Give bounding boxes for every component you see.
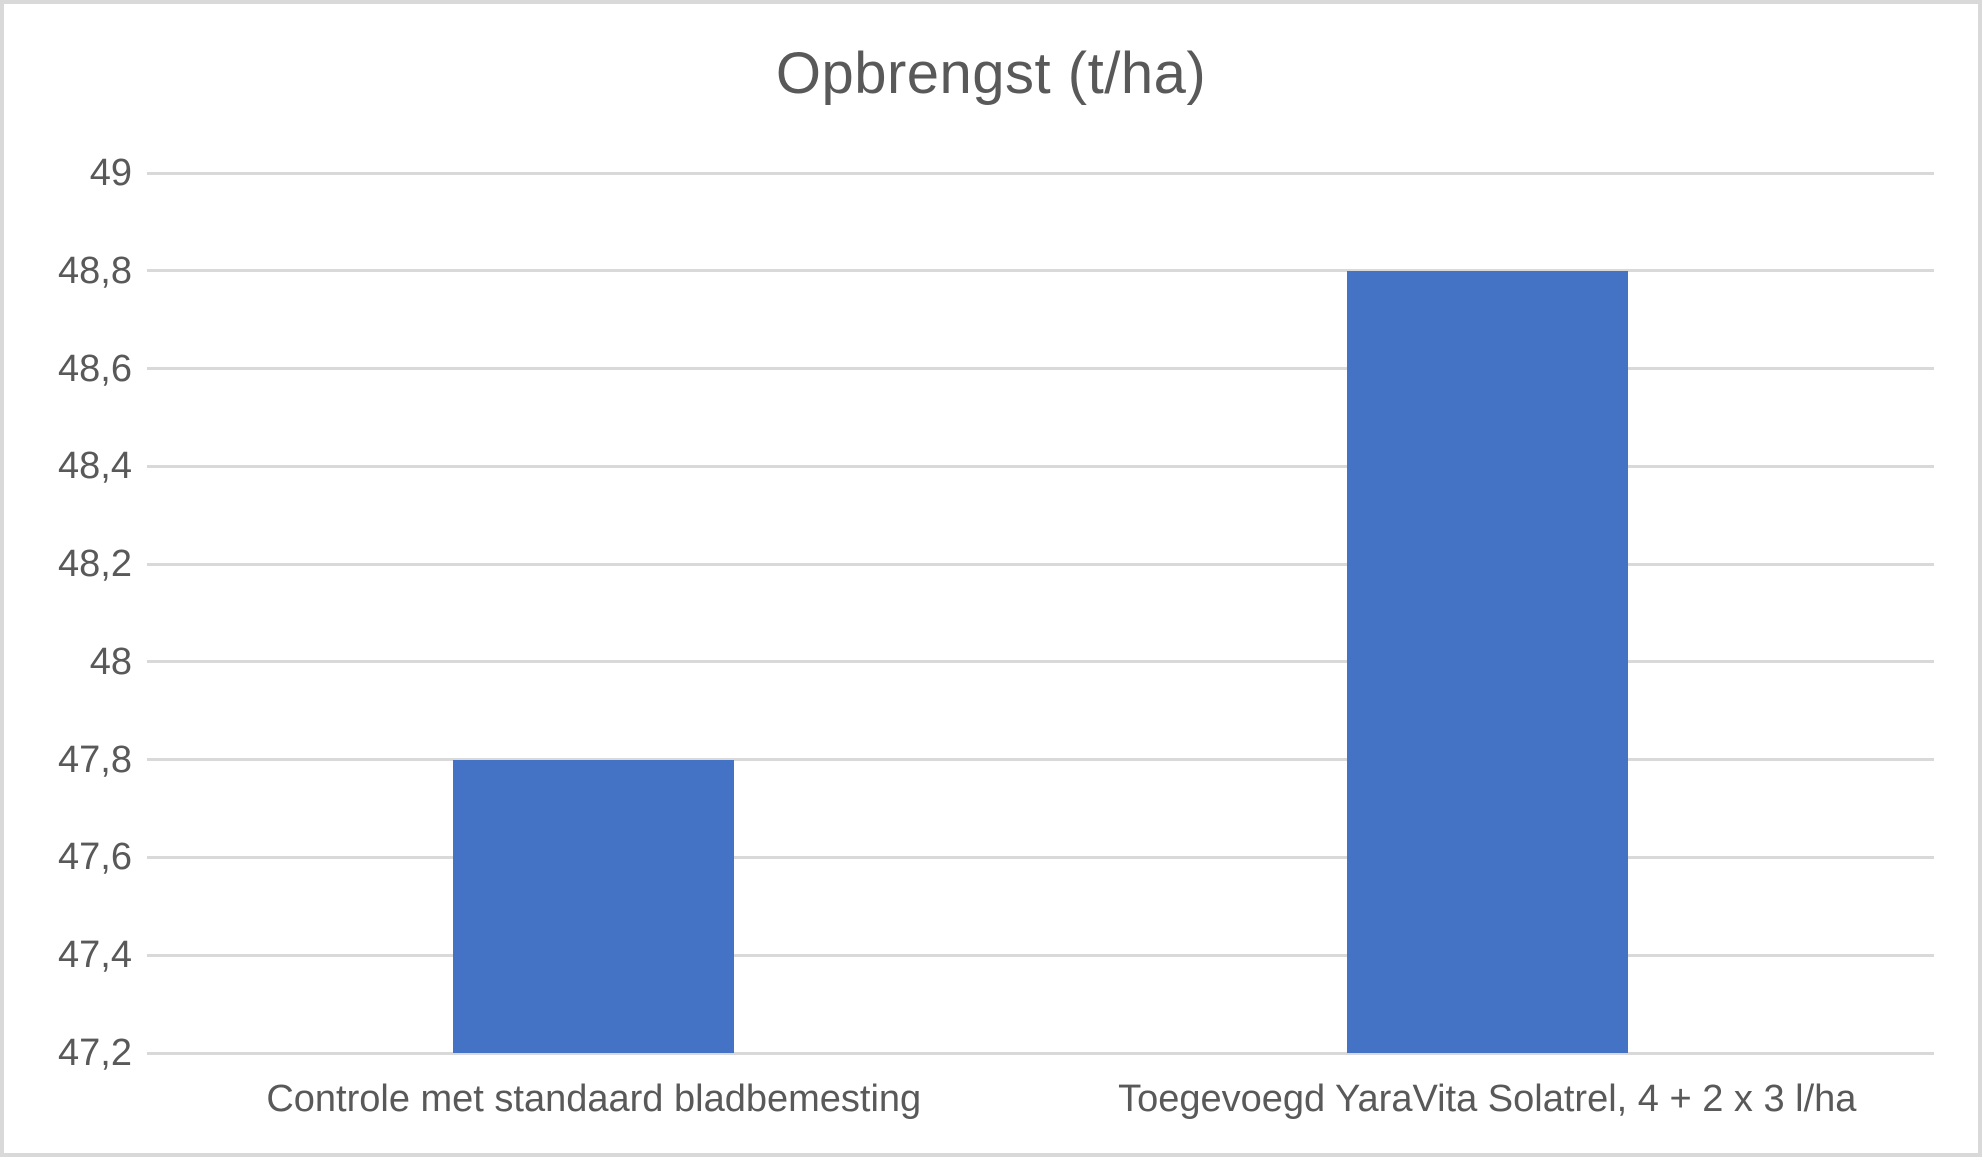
y-tick-label: 47,8 [58,738,132,781]
gridline [147,367,1934,371]
x-category-label: Toegevoegd YaraVita Solatrel, 4 + 2 x 3 … [1118,1078,1857,1120]
gridline [147,171,1934,175]
chart-title: Opbrengst (t/ha) [775,41,1207,106]
gridline [147,953,1934,957]
x-category-label: Controle met standaard bladbemesting [266,1078,922,1120]
x-axis-category-labels: Controle met standaard bladbemesting Toeg… [147,1076,1934,1136]
bar[interactable] [1346,270,1628,1053]
y-tick-label: 47,2 [58,1032,132,1074]
y-tick-label: 47,6 [58,836,132,879]
y-tick-label: 48,4 [58,445,132,488]
gridline [147,464,1934,468]
y-tick-label: 48,2 [58,543,132,586]
y-tick-label: 47,4 [58,934,132,977]
gridline [147,1051,1934,1055]
y-axis-tick-labels: 47,2 47,4 47,6 47,8 48 48,2 48,4 48,6 48,8 49 [4,154,132,1072]
y-tick-label: 49 [89,152,132,194]
y-tick-label: 48,8 [58,249,132,292]
gridline [147,562,1934,566]
gridline [147,269,1934,273]
gridline [147,660,1934,664]
y-tick-label: 48,6 [58,347,132,390]
plot-area [147,171,1934,1055]
gridline [147,758,1934,762]
gridline [147,855,1934,859]
y-tick-label: 48 [89,640,132,683]
bar[interactable] [453,759,735,1053]
